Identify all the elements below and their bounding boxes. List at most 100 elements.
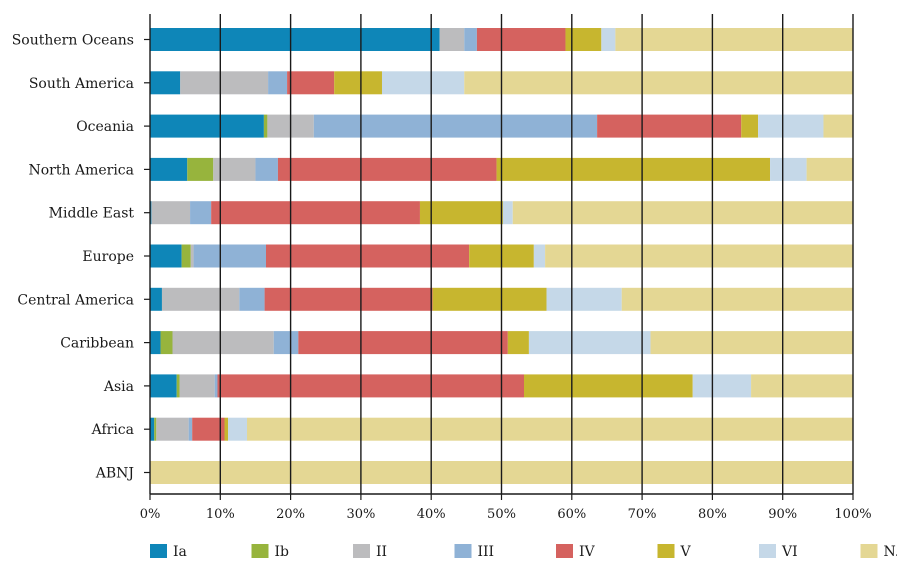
bar-segment-europe-ii [191, 245, 194, 268]
bar-segment-oceania-vi [758, 115, 823, 138]
bar-segment-south-america-nr [464, 71, 853, 94]
x-tick-label: 40% [417, 507, 446, 522]
legend-label: IV [579, 544, 596, 560]
bar-segment-south-america-vi [382, 71, 464, 94]
bar-segment-oceania-ib [264, 115, 268, 138]
bar-segment-europe-iv [266, 245, 469, 268]
bar-segment-north-america-v [497, 158, 770, 181]
bar-segment-southern-oceans-iii [464, 28, 477, 51]
category-label: Southern Oceans [12, 33, 134, 49]
x-tick-label: 90% [768, 507, 797, 522]
bar-segment-middle-east-iii [190, 201, 211, 224]
category-label: Asia [103, 379, 134, 395]
bar-segment-north-america-iv [278, 158, 497, 181]
bar-segment-south-america-ii [180, 71, 268, 94]
bar-segment-north-america-ia [150, 158, 187, 181]
bar-segment-africa-ib [154, 418, 156, 441]
bar-segment-oceania-v [741, 115, 758, 138]
bar-segment-caribbean-iii [274, 331, 299, 354]
bar-segment-caribbean-nr [651, 331, 853, 354]
bar-segment-caribbean-v [508, 331, 529, 354]
x-tick-label: 80% [698, 507, 727, 522]
bar-segment-europe-iii [194, 245, 266, 268]
category-label: Caribbean [60, 336, 134, 352]
legend-label: Ib [275, 544, 290, 560]
x-tick-label: 20% [276, 507, 305, 522]
bar-segment-middle-east-v [420, 201, 503, 224]
bar-segment-central-america-vi [546, 288, 621, 311]
bar-segment-central-america-ia [150, 288, 162, 311]
bar-segment-north-america-nr [807, 158, 853, 181]
bar-segment-africa-v [225, 418, 229, 441]
bar-segment-middle-east-nr [513, 201, 853, 224]
bar-segment-southern-oceans-v [565, 28, 601, 51]
legend-swatch [556, 544, 573, 558]
category-label: Oceania [76, 119, 134, 135]
bar-segment-africa-vi [228, 418, 247, 441]
x-tick-label: 0% [140, 507, 161, 522]
bar-segment-oceania-iii [314, 115, 597, 138]
bar-segment-southern-oceans-iv [477, 28, 566, 51]
bar-segment-asia-nr [751, 374, 853, 397]
x-tick-label: 100% [834, 507, 871, 522]
legend-label: Ia [173, 544, 187, 560]
bar-segment-caribbean-ii [172, 331, 273, 354]
bar-segment-asia-iv [217, 374, 524, 397]
bar-segment-asia-ia [150, 374, 177, 397]
category-label: Africa [91, 422, 134, 438]
category-label: Europe [82, 249, 134, 265]
x-tick-label: 70% [628, 507, 657, 522]
bar-segment-asia-iii [215, 374, 218, 397]
bar-segment-caribbean-iv [298, 331, 507, 354]
legend-swatch [759, 544, 776, 558]
bar-segment-central-america-nr [622, 288, 853, 311]
bar-segment-caribbean-ib [161, 331, 173, 354]
bar-segment-caribbean-vi [529, 331, 651, 354]
bar-segment-europe-ia [150, 245, 182, 268]
bar-segment-asia-ib [177, 374, 180, 397]
x-tick-label: 50% [487, 507, 516, 522]
bar-segment-middle-east-iv [211, 201, 420, 224]
legend-swatch [861, 544, 878, 558]
bar-segment-africa-ii [156, 418, 188, 441]
bar-segment-south-america-ia [150, 71, 180, 94]
bar-segment-europe-vi [534, 245, 545, 268]
legend-swatch [455, 544, 472, 558]
legend-swatch [252, 544, 269, 558]
legend-swatch [658, 544, 675, 558]
bar-segment-africa-nr [247, 418, 853, 441]
legend-label: II [376, 544, 387, 560]
bar-segment-north-america-vi [770, 158, 807, 181]
bar-segment-central-america-iv [265, 288, 433, 311]
bar-segment-central-america-iii [239, 288, 264, 311]
bar-segment-north-america-ib [187, 158, 213, 181]
bar-segment-south-america-v [334, 71, 382, 94]
category-label: ABNJ [95, 466, 134, 482]
x-tick-label: 10% [206, 507, 235, 522]
bar-segment-south-america-iv [287, 71, 334, 94]
category-label: Central America [17, 292, 134, 308]
legend-swatch [353, 544, 370, 558]
bar-segment-asia-v [524, 374, 693, 397]
bar-segment-southern-oceans-nr [615, 28, 853, 51]
bar-segment-southern-oceans-ii [440, 28, 465, 51]
bar-segment-north-america-ii [213, 158, 255, 181]
bar-segment-southern-oceans-vi [601, 28, 615, 51]
x-tick-label: 30% [346, 507, 375, 522]
legend-label: N.R. [884, 544, 897, 560]
legend-label: III [478, 544, 495, 560]
bar-segment-oceania-nr [823, 115, 853, 138]
category-label: Middle East [49, 206, 135, 222]
bar-segment-caribbean-ia [150, 331, 161, 354]
bar-segment-africa-iii [189, 418, 193, 441]
bar-segment-asia-ii [180, 374, 215, 397]
bar-segment-central-america-ii [162, 288, 239, 311]
bar-segment-europe-nr [545, 245, 853, 268]
bar-segment-oceania-iv [597, 115, 741, 138]
bar-segment-north-america-iii [255, 158, 277, 181]
bar-segment-central-america-v [433, 288, 547, 311]
bar-segment-middle-east-vi [503, 201, 513, 224]
